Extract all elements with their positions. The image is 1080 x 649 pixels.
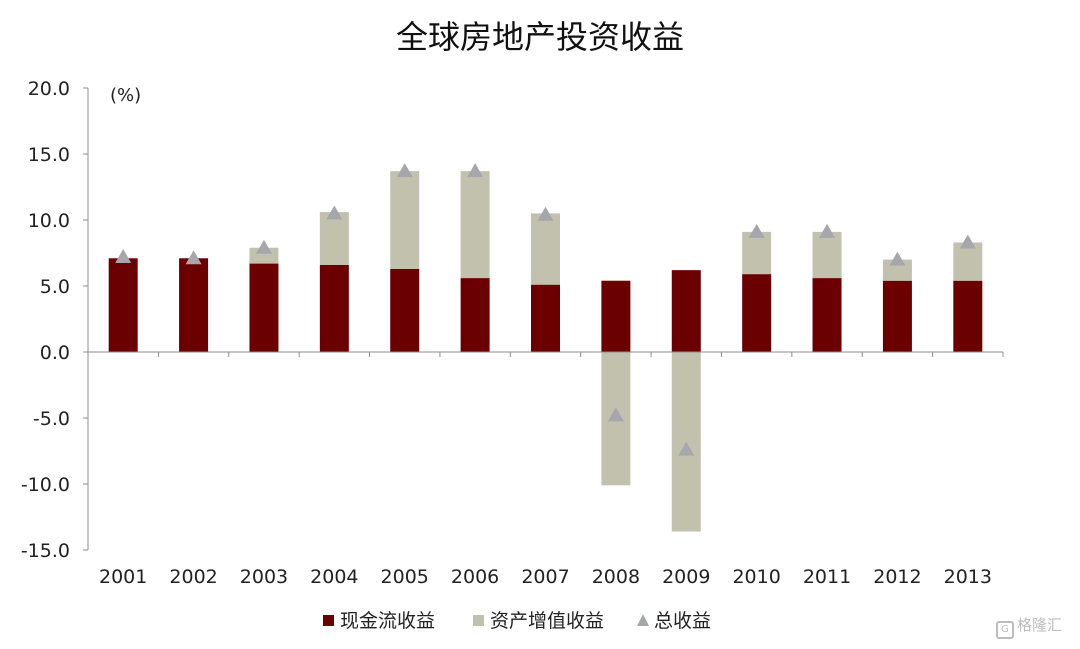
bar-cashflow-2001 (108, 258, 138, 352)
x-tick-label: 2006 (451, 566, 499, 588)
x-tick-label: 2010 (732, 566, 780, 588)
x-tick-label: 2012 (873, 566, 921, 588)
bar-cashflow-2003 (249, 263, 279, 352)
x-tick-label: 2003 (240, 566, 288, 588)
bar-cashflow-2012 (882, 280, 912, 352)
legend-swatch (637, 614, 649, 626)
legend-swatch (323, 615, 334, 626)
x-tick-label: 2013 (944, 566, 992, 588)
bar-cashflow-2013 (953, 280, 983, 352)
bar-cashflow-2008 (601, 280, 631, 352)
legend-label: 总收益 (654, 610, 711, 632)
y-axis: 20.0 15.0 10.0 5.0 0.0 -5.0 -10.0 -15.0 (21, 78, 89, 562)
x-tick-label: 2001 (99, 566, 147, 588)
y-tick-label: 20.0 (28, 78, 70, 100)
watermark-text: 格隆汇 (1016, 616, 1062, 634)
marker-total-2006 (467, 163, 484, 178)
x-axis: 2001 2002 2003 2004 2005 2006 2007 2008 2009 2010… (87, 351, 1004, 588)
y-tick-label: 10.0 (28, 210, 70, 232)
legend-label: 资产增值收益 (490, 610, 604, 632)
marker-total-2005 (396, 163, 413, 178)
marker-total-2001 (115, 248, 132, 263)
y-tick-label: 0.0 (40, 342, 70, 364)
bar-cashflow-2011 (812, 278, 842, 352)
bar-cashflow-2004 (319, 264, 349, 352)
y-tick-label: -15.0 (21, 540, 70, 562)
y-tick-label: 15.0 (28, 144, 70, 166)
bar-cashflow-2010 (742, 274, 772, 352)
markers (115, 163, 976, 456)
x-tick-label: 2002 (169, 566, 217, 588)
x-tick-label: 2009 (662, 566, 710, 588)
bar-appreciation-2005 (390, 171, 420, 269)
bar-cashflow-2006 (460, 278, 490, 352)
chart-title: 全球房地产投资收益 (395, 18, 684, 56)
y-tick-label: -10.0 (21, 474, 70, 496)
bar-appreciation-2006 (460, 171, 490, 279)
marker-total-2013 (959, 234, 976, 249)
watermark: G 格隆汇 (995, 614, 1062, 639)
bar-cashflow-2007 (531, 284, 560, 352)
x-tick-label: 2005 (381, 566, 429, 588)
legend-label: 现金流收益 (340, 610, 435, 632)
marker-total-2004 (326, 205, 343, 220)
marker-total-2009 (678, 441, 695, 456)
y-tick-label: -5.0 (33, 408, 70, 430)
x-tick-label: 2008 (592, 566, 640, 588)
x-tick-label: 2011 (803, 566, 851, 588)
bar-appreciation-2011 (812, 231, 842, 279)
bar-cashflow-2005 (390, 268, 420, 352)
bar-appreciation-2003 (249, 247, 279, 264)
marker-total-2012 (889, 251, 906, 266)
bar-appreciation-2007 (531, 213, 560, 285)
bar-cashflow-2009 (671, 270, 701, 352)
marker-total-2011 (819, 223, 836, 238)
marker-total-2010 (748, 223, 765, 238)
watermark-logo-icon: G (995, 621, 1014, 639)
x-tick-label: 2007 (521, 566, 569, 588)
legend-swatch (473, 615, 484, 626)
marker-total-2008 (607, 407, 624, 422)
legend: 现金流收益 资产增值收益 总收益 (323, 610, 711, 632)
y-tick-label: 5.0 (40, 276, 70, 298)
bars (108, 171, 983, 532)
bar-appreciation-2013 (953, 242, 983, 281)
bar-appreciation-2004 (319, 212, 349, 265)
x-tick-label: 2004 (310, 566, 358, 588)
unit-label: (%) (110, 85, 141, 106)
marker-total-2003 (255, 239, 272, 254)
marker-total-2002 (185, 250, 202, 265)
bar-cashflow-2002 (179, 258, 209, 352)
marker-total-2007 (537, 206, 554, 221)
bar-appreciation-2010 (742, 231, 772, 275)
